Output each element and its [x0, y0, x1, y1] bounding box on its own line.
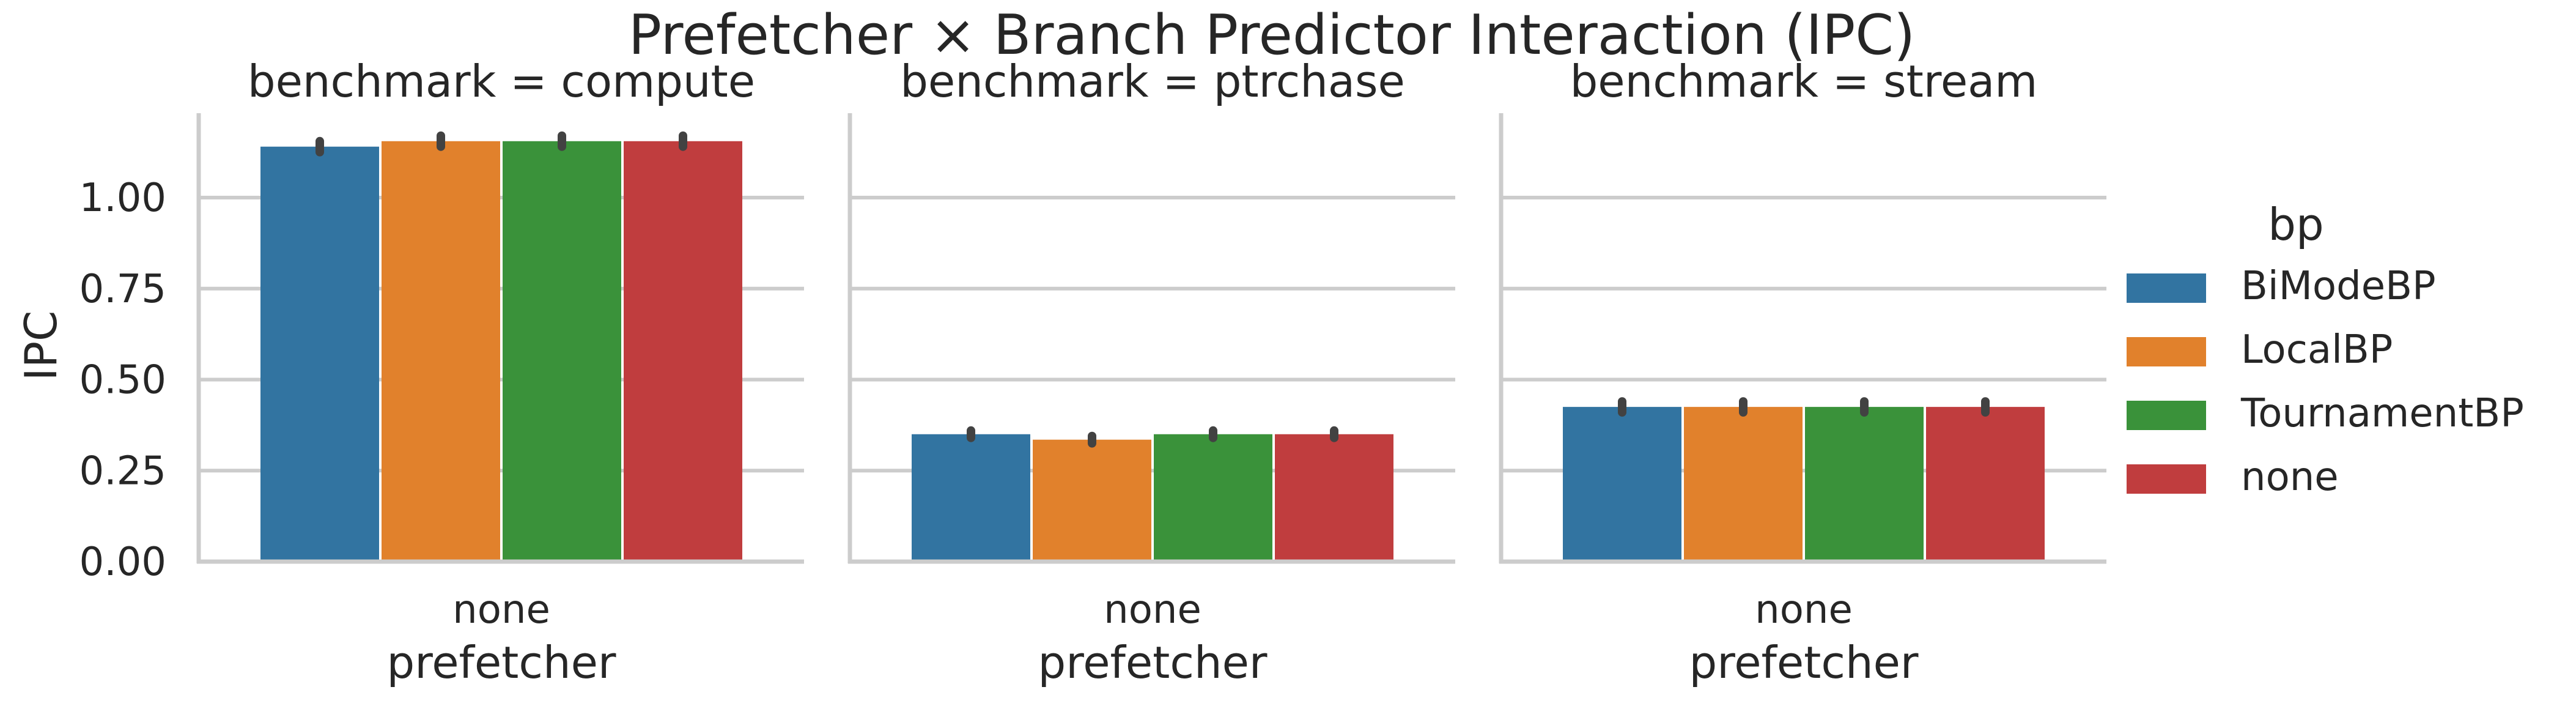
legend-label: none [2241, 455, 2339, 500]
legend-swatch [2127, 464, 2206, 494]
bar [912, 434, 1030, 562]
x-axis-label: prefetcher [1038, 637, 1267, 688]
legend-item: TournamentBP [2127, 391, 2524, 436]
legend-swatch [2127, 337, 2206, 366]
bar [382, 141, 500, 562]
x-tick-label: none [452, 587, 550, 633]
x-axis-label: prefetcher [1689, 637, 1918, 688]
bar [503, 141, 621, 562]
bar [1275, 434, 1393, 562]
bar [1926, 407, 2045, 562]
facet-title: benchmark = compute [248, 56, 755, 107]
y-axis-label: IPC [15, 311, 67, 381]
legend-label: LocalBP [2241, 327, 2393, 373]
bar [1805, 407, 1924, 562]
bar [1154, 434, 1272, 562]
bar [1033, 439, 1151, 562]
chart-title: Prefetcher × Branch Predictor Interactio… [629, 3, 1915, 67]
legend-swatch [2127, 273, 2206, 303]
x-axis-label: prefetcher [386, 637, 616, 688]
facet-title: benchmark = ptrchase [900, 56, 1405, 107]
legend-item: BiModeBP [2127, 264, 2436, 309]
legend-swatch [2127, 401, 2206, 430]
legend-item: LocalBP [2127, 327, 2393, 373]
legend-title: bp [2268, 199, 2323, 250]
bar [624, 141, 742, 562]
facet-title: benchmark = stream [1570, 56, 2038, 107]
legend-item: none [2127, 455, 2339, 500]
x-tick-label: none [1104, 587, 1201, 633]
y-tick-label: 1.00 [79, 176, 167, 221]
legend-label: BiModeBP [2241, 264, 2436, 309]
bar [1563, 407, 1681, 562]
y-tick-label: 0.25 [79, 448, 167, 494]
y-tick-label: 0.00 [79, 540, 167, 585]
legend: bp BiModeBP LocalBP TournamentBP none [2127, 199, 2524, 500]
x-tick-label: none [1755, 587, 1853, 633]
bar [1684, 407, 1803, 562]
y-tick-label: 0.50 [79, 358, 167, 403]
legend-label: TournamentBP [2240, 391, 2524, 436]
bar [260, 146, 379, 562]
y-tick-label: 0.75 [79, 267, 167, 312]
